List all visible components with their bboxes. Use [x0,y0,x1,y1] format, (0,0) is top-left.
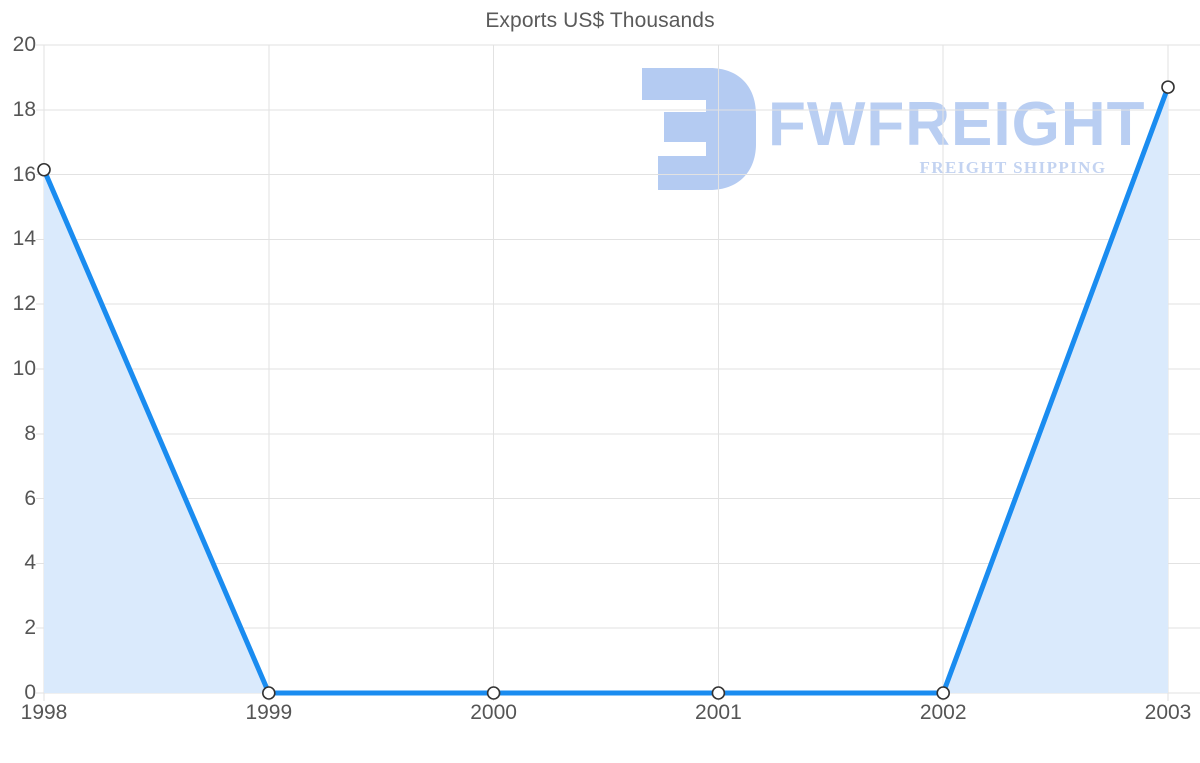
y-axis-tick-label: 20 [12,33,36,56]
chart-title: Exports US$ Thousands [485,9,715,32]
x-axis-tick-label: 2002 [919,701,967,724]
y-axis-tick-label: 12 [12,292,36,316]
y-axis-tick-label: 4 [24,551,36,575]
x-axis-tick-label: 2000 [470,701,517,724]
data-point-markers [37,80,1175,700]
x-axis-tick-label: 2001 [695,701,742,724]
y-axis-tick-label: 8 [24,421,36,445]
data-point-marker[interactable] [486,686,501,700]
area-fill [44,87,1168,694]
data-point-marker[interactable] [261,686,276,700]
data-point-marker[interactable] [1161,80,1175,94]
y-axis-tick-label: 6 [24,486,36,510]
y-axis-tick-labels: 0 2 4 6 8 10 12 14 16 18 20 [0,0,36,763]
data-line [41,84,1171,696]
y-axis-tick-label: 10 [12,357,36,380]
data-point-marker[interactable] [37,162,51,177]
data-point-marker[interactable] [711,686,726,700]
y-axis-tick-label: 0 [24,681,36,704]
data-point-marker[interactable] [936,686,951,700]
y-axis-tick-label: 16 [12,162,36,186]
x-axis-tick-label: 2003 [1144,701,1192,724]
y-axis-tick-label: 18 [12,97,36,121]
x-axis-tick-label: 1999 [245,701,293,724]
y-axis-tick-label: 2 [24,616,36,640]
y-axis-tick-label: 14 [12,227,36,251]
x-axis-tick-label: 1998 [20,701,68,724]
horizontal-gridlines [36,44,1200,694]
